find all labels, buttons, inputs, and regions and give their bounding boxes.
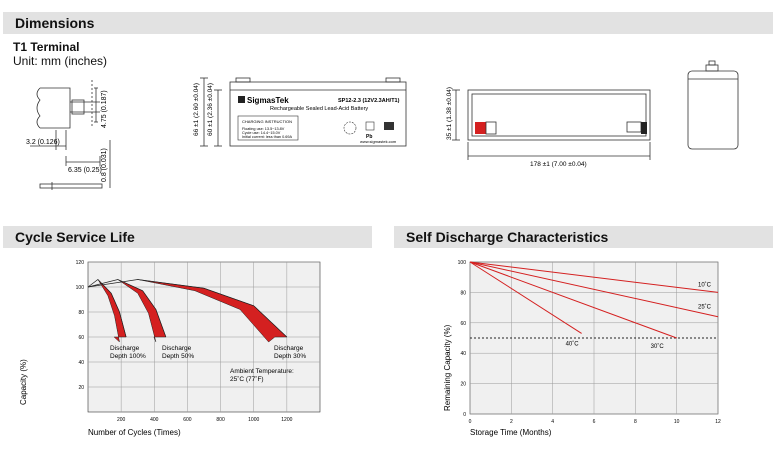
cycle-series-line	[87, 279, 167, 338]
negative-terminal-icon	[641, 122, 647, 134]
charging-line2: Cycle use: 14.4~15.0V	[242, 131, 281, 135]
battery-top-view: 35 ±1 (1.38 ±0.04) 178 ±1 (7.00 ±0.04)	[446, 87, 651, 168]
sd-x-tick: 6	[593, 419, 596, 425]
dim-width: 35 ±1 (1.38 ±0.04)	[446, 87, 453, 140]
cycle-y-tick: 60	[78, 335, 84, 341]
sd-series-line	[469, 261, 719, 293]
battery-website: www.sigmastek.com	[360, 139, 397, 144]
cycle-life-chart: 200 400 600 800 1000 1200 20 40 60 80 100 120 Capac…	[19, 260, 321, 437]
dim-length: 178 ±1 (7.00 ±0.04)	[530, 161, 587, 168]
positive-terminal-icon	[475, 122, 486, 134]
brand-logo-icon	[238, 96, 245, 103]
cycle-x-tick: 200	[117, 417, 126, 423]
battery-side-view	[687, 60, 739, 150]
sd-y-tick: 60	[460, 321, 466, 327]
terminal-clip-icon	[485, 121, 497, 135]
charging-title: CHARGING INSTRUCTION	[242, 119, 292, 124]
pb-label: Pb	[366, 134, 372, 140]
cycle-x-tick: 400	[150, 417, 159, 423]
self-discharge-header: Self Discharge Characteristics	[394, 226, 773, 248]
terminal-dim-thickness: 0.8 (0.031)	[101, 148, 108, 182]
sd-series-label: 30˚C	[651, 343, 665, 350]
battery-subtitle: Rechargeable Sealed Lead-Acid Battery	[270, 106, 368, 112]
sd-x-tick: 8	[634, 419, 637, 425]
cycle-y-tick: 80	[78, 310, 84, 316]
battery-model: SP12-2.3 (12V2.3AH/T1)	[338, 98, 400, 104]
sd-x-tick: 0	[469, 419, 472, 425]
sd-ylabel: Remaining Capacity (%)	[443, 324, 452, 411]
sd-series-line	[469, 261, 719, 318]
label-50-line1: Discharge	[162, 345, 192, 352]
sd-y-tick: 20	[460, 382, 466, 388]
label-50-line2: Depth 50%	[162, 353, 194, 360]
sd-y-tick: 0	[463, 412, 466, 418]
sd-y-tick: 40	[460, 351, 466, 357]
dim-container-height: 60 ±1 (2.36 ±0.04)	[207, 83, 214, 136]
label-100-line1: Discharge	[110, 345, 140, 352]
sd-series-label: 25˚C	[698, 304, 712, 311]
sd-x-tick: 12	[715, 419, 721, 425]
battery-brand: SigmasTek	[247, 96, 289, 105]
ul-icon	[384, 122, 394, 130]
cycle-x-tick: 600	[183, 417, 192, 423]
cycle-x-tick: 800	[216, 417, 225, 423]
terminal-drawing: 4.75 (0.187) 3.2 (0.126) 6.35 (0.25) 0.8…	[26, 80, 111, 190]
cycle-xlabel: Number of Cycles (Times)	[88, 428, 181, 437]
label-100-line2: Depth 100%	[110, 353, 146, 360]
cycle-x-tick: 1200	[281, 417, 292, 423]
dimensions-header: Dimensions	[3, 12, 773, 34]
label-30-line2: Depth 30%	[274, 353, 306, 360]
terminal-title: T1 Terminal	[13, 40, 80, 54]
cycle-series-line	[87, 279, 288, 338]
sd-series-line	[469, 261, 677, 339]
sd-x-tick: 4	[551, 419, 554, 425]
cycle-y-tick: 100	[76, 285, 85, 291]
sd-y-tick: 80	[460, 290, 466, 296]
cycle-life-header: Cycle Service Life	[3, 226, 372, 248]
sd-x-tick: 10	[674, 419, 680, 425]
cycle-x-tick: 1000	[248, 417, 259, 423]
bin-icon	[365, 121, 375, 131]
cycle-y-tick: 120	[76, 260, 85, 266]
ambient-line2: 25˚C (77˚F)	[230, 375, 264, 383]
sd-x-tick: 2	[510, 419, 513, 425]
sd-y-tick: 100	[458, 260, 467, 266]
self-discharge-chart: 0 2 4 6 8 10 12 0 20 40 60 80 100 10˚C 25˚C 30˚C 40˚C R…	[443, 260, 721, 437]
cycle-y-tick: 20	[78, 385, 84, 391]
cycle-ylabel: Capacity (%)	[19, 359, 28, 405]
recycle-icon	[343, 121, 357, 135]
terminal-dim-height: 4.75 (0.187)	[101, 90, 108, 128]
sd-series-line	[469, 261, 582, 334]
cycle-series-line	[87, 279, 127, 338]
sd-series-label: 40˚C	[566, 340, 580, 347]
sd-series-label: 10˚C	[698, 281, 712, 288]
label-30-line1: Discharge	[274, 345, 304, 352]
dim-total-height: 66 ±1 (2.60 ±0.04)	[193, 83, 200, 136]
charging-line1: Floating use: 13.5~13.8V	[242, 127, 285, 131]
charging-line3: Initial current: less than 0.69A	[242, 135, 292, 139]
cycle-y-tick: 40	[78, 360, 84, 366]
terminal-unit: Unit: mm (inches)	[13, 54, 108, 68]
ambient-line1: Ambient Temperature:	[230, 368, 294, 375]
battery-front-view: SigmasTek SP12-2.3 (12V2.3AH/T1) Recharg…	[193, 77, 407, 147]
sd-xlabel: Storage Time (Months)	[470, 428, 552, 437]
terminal-dim-offset: 3.2 (0.126)	[26, 139, 60, 146]
terminal-dim-width: 6.35 (0.25)	[68, 167, 102, 174]
